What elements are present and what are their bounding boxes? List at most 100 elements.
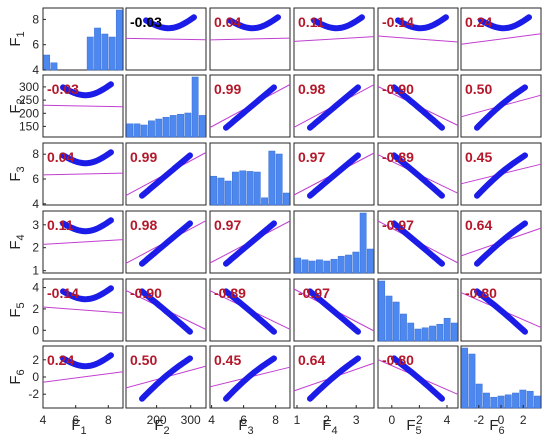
correlation-label: -0.90 (382, 81, 414, 97)
y-axis-label: F4 (7, 234, 27, 249)
correlation-label: 0.04 (214, 14, 241, 30)
histogram-bar (385, 295, 393, 342)
scatter-points (307, 355, 361, 402)
histogram-bar (366, 248, 374, 274)
histogram-bar (483, 392, 490, 409)
histogram-bar (323, 260, 331, 274)
matrix-cell-3-2: 0.99 (125, 142, 207, 206)
histogram-bar (301, 259, 309, 274)
x-tick-label: 2 (520, 413, 527, 427)
correlation-label: 0.99 (130, 149, 157, 165)
histogram-bar (177, 113, 184, 138)
scatter-points (474, 84, 528, 131)
y-tick-label: 6 (32, 172, 39, 186)
histogram-bar (468, 353, 476, 409)
histogram-bar (253, 171, 261, 206)
x-tick-label: 4 (208, 413, 215, 427)
x-axis-label-subscript: 1 (81, 425, 87, 437)
correlation-label: -0.03 (47, 81, 79, 97)
x-axis-label-subscript: 3 (248, 425, 254, 437)
y-axis-label-subscript: 5 (15, 302, 27, 308)
x-tick-label: -2 (473, 413, 484, 427)
y-tick-label: 4 (32, 197, 39, 211)
y-axis-label: F1 (7, 31, 27, 46)
histogram-bar (443, 317, 451, 342)
correlation-label: -0.80 (382, 352, 414, 368)
histogram-bar (450, 322, 458, 342)
y-axis-label-subscript: 1 (15, 31, 27, 37)
scatter-points (139, 355, 193, 402)
correlation-label: 0.97 (214, 217, 241, 233)
x-tick-label: 1 (294, 413, 301, 427)
matrix-cell-3-3 (209, 142, 291, 206)
scatter-points (307, 152, 361, 199)
correlation-label: 0.97 (298, 149, 325, 165)
x-tick-label: 6 (240, 413, 247, 427)
correlation-label: 0.24 (465, 14, 492, 30)
histogram-bar (184, 112, 192, 138)
histogram-bar (407, 322, 415, 342)
matrix-cell-5-5 (377, 278, 459, 342)
x-axis-label: F3 (238, 417, 253, 437)
x-tick-label: 4 (40, 413, 47, 427)
scatter-points (60, 149, 114, 167)
histogram-bar (359, 212, 367, 274)
histogram-bar (490, 396, 498, 409)
histogram-bar (261, 197, 268, 206)
scatter-points (478, 14, 532, 32)
matrix-cell-5-2: -0.90 (125, 278, 207, 342)
scatter-points (139, 220, 193, 267)
y-axis-label: F5 (7, 302, 27, 317)
correlation-label: 0.11 (298, 14, 325, 30)
correlation-label: -0.80 (465, 285, 497, 301)
histogram-bar (148, 120, 155, 138)
matrix-cell-6-6 (460, 345, 542, 409)
y-tick-label: 8 (32, 147, 39, 161)
matrix-cell-2-2 (125, 74, 207, 138)
histogram-bar (414, 328, 422, 342)
matrix-cell-5-6: -0.80 (460, 278, 542, 342)
scatter-points (139, 152, 193, 199)
matrix-cell-2-4: 0.98 (293, 74, 375, 138)
matrix-cell-3-1: 0.04 (42, 142, 124, 206)
histogram-bar (436, 323, 444, 342)
histogram-bar (400, 313, 407, 342)
x-axis-label-subscript: 2 (164, 425, 170, 437)
fit-line (42, 306, 124, 314)
histogram-bar (126, 123, 134, 138)
scatter-points (307, 288, 361, 335)
histogram-bar (169, 115, 177, 138)
histogram-bar (282, 192, 290, 206)
x-axis-label-subscript: 4 (332, 425, 338, 437)
matrix-cell-3-6: 0.45 (460, 142, 542, 206)
x-tick-label: 6 (72, 413, 79, 427)
scatter-points (223, 355, 277, 402)
scatter-points (60, 285, 114, 303)
x-axis-label: F4 (322, 417, 337, 437)
y-tick-label: 4 (32, 281, 39, 295)
scatter-points (311, 14, 365, 32)
histogram-bar (232, 171, 239, 206)
histogram-bar (94, 27, 101, 71)
x-axis-label-subscript: 5 (416, 425, 422, 437)
fit-line (293, 36, 375, 42)
y-tick-label: 150 (19, 119, 39, 133)
fit-line (209, 37, 291, 41)
scatter-points (60, 217, 114, 235)
correlation-label: 0.50 (465, 81, 492, 97)
matrix-cell-1-2: -0.03 (125, 7, 207, 71)
y-tick-label: 0 (32, 370, 39, 384)
correlation-label: -0.97 (298, 285, 330, 301)
histogram-bar (224, 180, 232, 206)
histogram-bar (275, 153, 283, 206)
histogram-bar (43, 54, 51, 71)
scatter-points (227, 14, 281, 32)
histogram-bar (162, 116, 170, 138)
matrix-cell-6-2: 0.50 (125, 345, 207, 409)
histogram-bar (316, 259, 323, 274)
y-axis-label: F6 (7, 369, 27, 384)
histogram-bar (392, 301, 400, 342)
y-tick-label: 2 (32, 353, 39, 367)
histogram-bar (108, 36, 116, 71)
